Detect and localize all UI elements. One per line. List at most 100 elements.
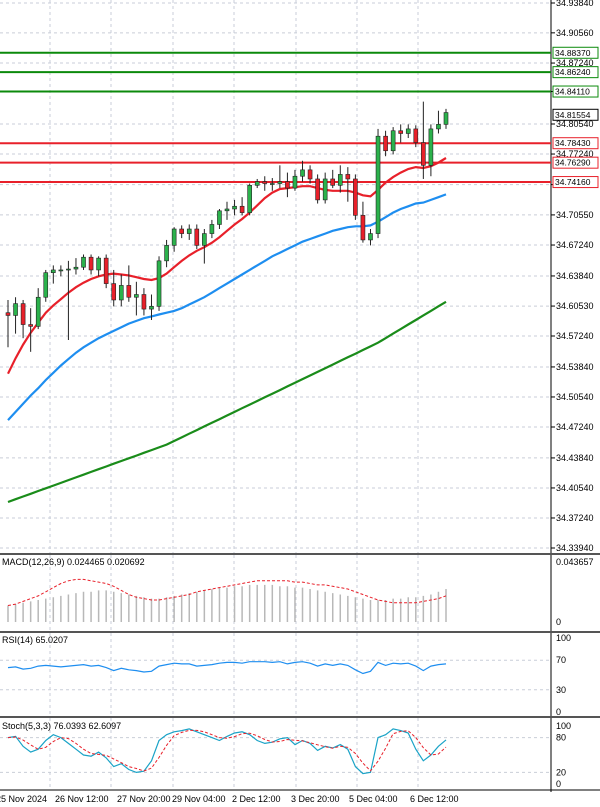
candle-body — [164, 245, 169, 262]
candle-body — [179, 228, 184, 234]
candle-body — [300, 169, 305, 177]
stoch-tick-label: 20 — [556, 767, 566, 777]
candle-body — [171, 228, 177, 246]
time-axis-label: 5 Dec 04:00 — [349, 794, 398, 804]
moving-average-line — [7, 300, 447, 504]
price-tick-label: 34.70550 — [556, 210, 594, 220]
candle-body — [58, 269, 64, 272]
price-tick-label: 34.77240 — [556, 149, 594, 159]
support-level-tag — [552, 176, 599, 189]
candle-body — [111, 283, 117, 301]
support-level-label: 34.76290 — [555, 158, 591, 168]
candle-body — [405, 128, 411, 134]
resistance-level-label: 34.84110 — [555, 87, 590, 97]
resistance-level-tag — [552, 66, 599, 79]
macd-label: MACD(12,26,9) 0.024465 0.020692 — [2, 557, 145, 567]
candle-body — [436, 124, 441, 130]
resistance-level-tag — [552, 85, 599, 98]
candle-body — [330, 178, 336, 186]
candle-body — [20, 303, 26, 325]
support-level-label: 34.74160 — [555, 177, 591, 187]
price-tick-label: 34.50540 — [556, 392, 594, 402]
rsi-label: RSI(14) 65.0207 — [2, 635, 68, 645]
resistance-level-tag — [552, 46, 599, 59]
moving-average-line — [7, 157, 447, 375]
candle-body — [149, 306, 154, 310]
candle-body — [315, 178, 320, 201]
price-tick-label: 34.90560 — [556, 28, 594, 38]
candle-body — [421, 142, 426, 166]
candle-body — [383, 135, 388, 152]
resistance-level-label: 34.86240 — [555, 67, 591, 77]
candle-body — [270, 183, 275, 185]
time-axis-label: 2 Dec 12:00 — [232, 794, 281, 804]
rsi-tick-label: 70 — [556, 655, 566, 665]
time-axis-label: 6 Dec 12:00 — [410, 794, 459, 804]
candle-body — [398, 130, 403, 134]
candle-body — [368, 233, 373, 241]
candle-body — [224, 208, 230, 212]
candle-body — [360, 215, 366, 241]
candle-body — [428, 128, 434, 166]
support-level-tag — [552, 137, 599, 150]
candle-body — [239, 205, 245, 213]
candle-body — [209, 224, 215, 234]
candle-body — [443, 112, 449, 125]
candle-body — [337, 174, 343, 186]
candle-body — [126, 285, 132, 298]
support-level-label: 34.78430 — [555, 138, 591, 148]
time-axis-label: 29 Nov 04:00 — [172, 794, 226, 804]
support-level-tag — [552, 156, 599, 169]
candle-body — [118, 285, 124, 301]
candle-body — [13, 303, 18, 316]
candle-body — [322, 178, 328, 201]
stoch-tick-label: 100 — [556, 721, 571, 731]
candle-body — [28, 324, 33, 327]
price-tick-label: 34.43840 — [556, 453, 594, 463]
candle-body — [43, 272, 49, 298]
price-tick-label: 34.87240 — [556, 58, 594, 68]
candle-body — [232, 205, 237, 210]
candle-body — [353, 178, 358, 216]
stoch-label: Stoch(5,3,3) 76.0393 62.6097 — [2, 721, 121, 731]
price-tick-label: 34.33940 — [556, 543, 594, 553]
price-tick-label: 34.47240 — [556, 422, 594, 432]
candle-body — [35, 296, 41, 327]
candle-body — [254, 181, 260, 186]
candle-body — [292, 175, 298, 189]
candle-body — [103, 257, 109, 284]
candle-body — [390, 130, 396, 152]
time-axis-label: 3 Dec 20:00 — [291, 794, 340, 804]
candle-body — [375, 135, 381, 234]
price-tick-label: 34.57240 — [556, 331, 594, 341]
candle-body — [247, 185, 252, 213]
grid — [0, 0, 551, 789]
candle-body — [262, 181, 268, 184]
rsi-tick-label: 0 — [556, 707, 561, 717]
rsi-tick-label: 30 — [556, 685, 566, 695]
candle-body — [217, 210, 222, 225]
candle-body — [186, 228, 192, 234]
candle-body — [5, 312, 11, 316]
candle-body — [194, 228, 200, 246]
candle-body — [413, 128, 419, 143]
candle-body — [96, 257, 101, 271]
candle-body — [81, 256, 86, 268]
stoch-k-line — [7, 728, 447, 775]
price-tick-label: 34.53840 — [556, 362, 594, 372]
stoch-tick-label: 80 — [556, 733, 566, 743]
resistance-level-label: 34.88370 — [555, 48, 591, 58]
candle-body — [51, 269, 56, 273]
candle-body — [134, 294, 139, 298]
time-axis-label: 25 Nov 2024 — [0, 794, 47, 804]
candle-body — [345, 174, 351, 180]
price-tick-label: 34.60530 — [556, 301, 594, 311]
candle-body — [66, 268, 71, 271]
rsi-tick-label: 100 — [556, 633, 571, 643]
price-tick-label: 34.93840 — [556, 0, 594, 8]
price-tick-label: 34.37240 — [556, 513, 594, 523]
candle-body — [156, 260, 162, 307]
stoch-tick-label: 0 — [556, 779, 561, 789]
